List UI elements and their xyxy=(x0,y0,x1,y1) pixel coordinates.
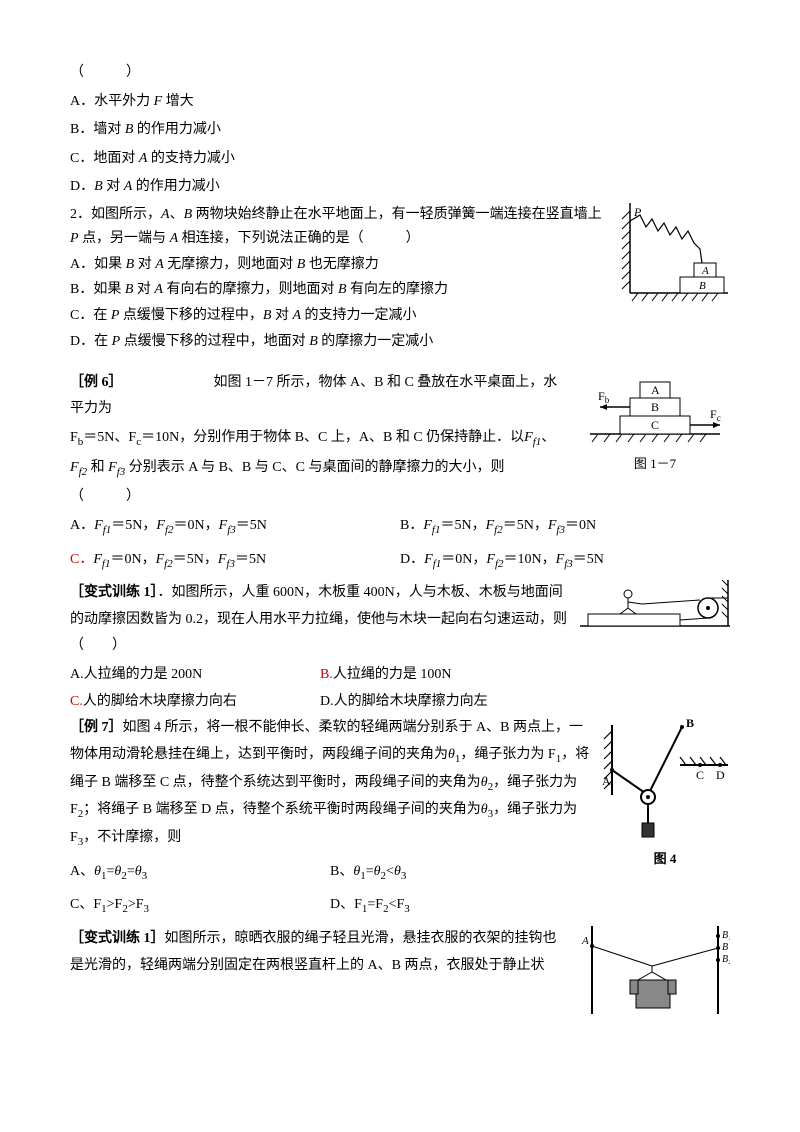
ex6-optC: C．Ff1＝0N，Ff2＝5N，Ff3＝5N xyxy=(70,547,400,575)
pt-D: D xyxy=(716,768,725,782)
block-C: C xyxy=(651,418,659,432)
block-A: A xyxy=(651,383,660,397)
ex7-optC: C、F1>F2>F3 xyxy=(70,892,330,920)
pt-C: C xyxy=(696,768,704,782)
q2-optD: D．在 P 点缓慢下移的过程中，地面对 B 的摩擦力一定减小 xyxy=(70,330,610,354)
label-Fc: Fc xyxy=(710,407,721,423)
var1a-optB: B.人拉绳的力是 100N xyxy=(320,662,570,689)
var1a-optD: D.人的脚给木块摩擦力向左 xyxy=(320,689,570,716)
ex7-optA: A、θ1=θ2=θ3 xyxy=(70,859,330,887)
svg-text:B₁: B₁ xyxy=(722,930,730,941)
ex7-caption: 图 4 xyxy=(600,847,730,872)
ex6-figure: A B C Fb Fc 图 1－7 xyxy=(580,370,730,477)
label-A: A xyxy=(701,265,709,277)
q1-optA: A．水平外力 F 增大 xyxy=(70,89,730,116)
ex7-optB: B、θ1=θ2<θ3 xyxy=(330,859,590,887)
block-B: B xyxy=(651,400,659,414)
var1a-optA: A.人拉绳的力是 200N xyxy=(70,662,320,689)
q2-optC: C．在 P 点缓慢下移的过程中，B 对 A 的支持力一定减小 xyxy=(70,304,610,328)
var1a-stem: ［变式训练 1］．如图所示，人重 600N，木板重 400N，人与木板、木板与地… xyxy=(70,580,570,660)
ex6-line3: Ff2 和 Ff3 分别表示 A 与 B、B 与 C、C 与桌面间的静摩擦力的大… xyxy=(70,455,570,483)
ex6-line1: ［例 6］ 如图 1－7 所示，物体 A、B 和 C 叠放在水平桌面上，水平力为 xyxy=(70,370,570,423)
ex6-optB: B．Ff1＝5N，Ff2＝5N，Ff3＝0N xyxy=(400,513,730,541)
label-Fb: Fb xyxy=(598,389,610,405)
q1-paren: （ ） xyxy=(70,60,730,87)
ex7-figure: A B C D 图 4 xyxy=(600,715,730,872)
ex6-paren: （ ） xyxy=(70,484,570,511)
q2-stem: 2．如图所示，A、B 两物块始终静止在水平地面上，有一轻质弹簧一端连接在竖直墙上… xyxy=(70,203,610,251)
q2-optB: B．如果 B 对 A 有向右的摩擦力，则地面对 B 有向左的摩擦力 xyxy=(70,278,610,302)
ex7-stem: ［例 7］如图 4 所示，将一根不能伸长、柔软的轻绳两端分别系于 A、B 两点上… xyxy=(70,715,590,852)
ex6-optD: D．Ff1＝0N，Ff2＝10N，Ff3＝5N xyxy=(400,547,730,575)
q2-optA: A．如果 B 对 A 无摩擦力，则地面对 B 也无摩擦力 xyxy=(70,253,610,277)
svg-text:B: B xyxy=(722,942,728,953)
label-B: B xyxy=(699,280,706,292)
var1a-figure xyxy=(580,580,730,635)
pt-B: B xyxy=(686,716,694,730)
svg-text:B₂: B₂ xyxy=(722,954,730,965)
q1-optD: D．B 对 A 的作用力减小 xyxy=(70,174,730,201)
q1-optB: B．墙对 B 的作用力减小 xyxy=(70,117,730,144)
q1-optC: C．地面对 A 的支持力减小 xyxy=(70,146,730,173)
q2-figure: P A B xyxy=(620,203,730,303)
svg-text:A: A xyxy=(581,935,589,947)
pt-A: A xyxy=(602,774,611,788)
ex6-line2: Fb＝5N、Fc＝10N，分别作用于物体 B、C 上，A、B 和 C 仍保持静止… xyxy=(70,425,570,453)
var1a-optC: C.人的脚给木块摩擦力向右 xyxy=(70,689,320,716)
ex6-caption: 图 1－7 xyxy=(580,452,730,477)
ex7-optD: D、F1=F2<F3 xyxy=(330,892,590,920)
var1b-stem: ［变式训练 1］如图所示，晾晒衣服的绳子轻且光滑，悬挂衣服的衣架的挂钩也是光滑的… xyxy=(70,926,570,979)
var1b-figure: A B₁ B B₂ xyxy=(580,926,730,1016)
ex6-optA: A．Ff1＝5N，Ff2＝0N，Ff3＝5N xyxy=(70,513,400,541)
